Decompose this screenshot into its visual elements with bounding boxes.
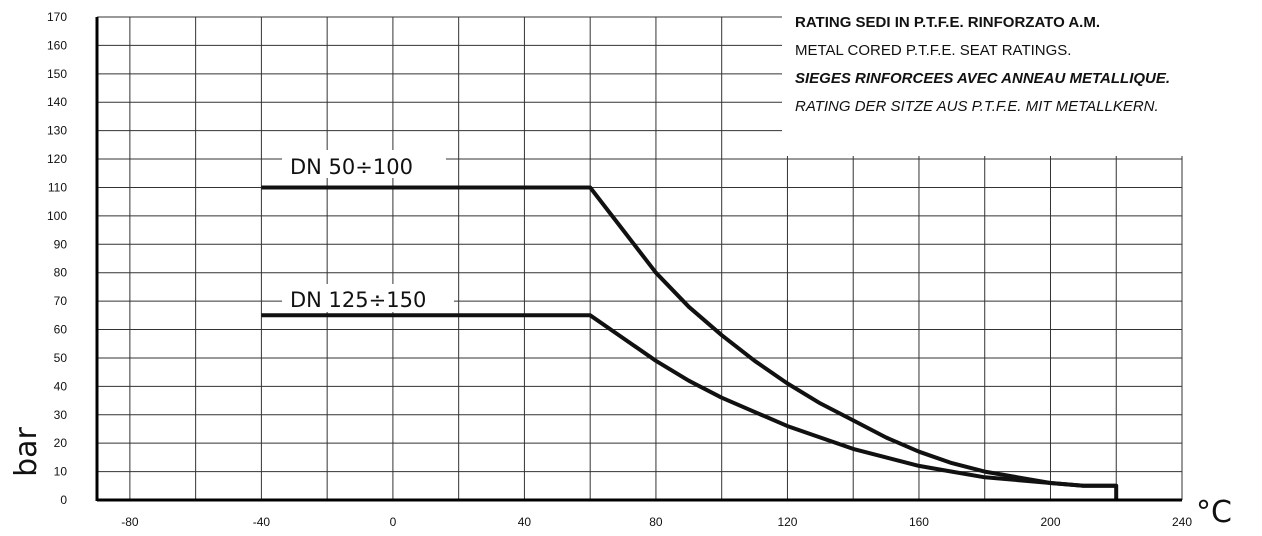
series-line-2 (261, 315, 1116, 486)
y-tick-label: 170 (47, 10, 67, 24)
x-tick-label: 0 (390, 515, 397, 529)
x-tick-label: 200 (1040, 515, 1060, 529)
x-tick-label: -40 (253, 515, 271, 529)
series-lines (261, 188, 1116, 501)
y-tick-label: 120 (47, 152, 67, 166)
x-axis-label: °C (1196, 495, 1232, 530)
title-line-2: METAL CORED P.T.F.E. SEAT RATINGS. (795, 42, 1071, 59)
x-tick-label: 40 (518, 515, 532, 529)
y-tick-label: 140 (47, 95, 67, 109)
series-line-1 (261, 188, 1116, 501)
y-tick-label: 110 (48, 180, 67, 194)
y-tick-label: 50 (54, 351, 68, 365)
y-axis-label: bar (9, 426, 44, 476)
y-tick-label: 40 (54, 379, 68, 393)
y-tick-label: 70 (54, 294, 68, 308)
y-tick-label: 20 (54, 436, 68, 450)
y-tick-label: 80 (54, 266, 68, 280)
series-label-dn-125-150: DN 125÷150 (290, 288, 426, 312)
y-tick-label: 60 (54, 323, 68, 337)
y-tick-label: 0 (60, 493, 67, 507)
x-tick-label: 160 (909, 515, 929, 529)
y-tick-label: 150 (47, 67, 67, 81)
y-tick-label: 100 (47, 209, 67, 223)
title-line-3: SIEGES RINFORCEES AVEC ANNEAU METALLIQUE… (795, 70, 1170, 87)
y-tick-label: 30 (54, 408, 68, 422)
y-tick-label: 90 (54, 237, 68, 251)
y-tick-label: 10 (54, 465, 68, 479)
y-tick-label: 130 (47, 124, 67, 138)
series-label-dn-50-100: DN 50÷100 (290, 155, 413, 179)
x-tick-label: 240 (1172, 515, 1192, 529)
x-tick-label: 120 (777, 515, 797, 529)
x-tick-label: -80 (121, 515, 139, 529)
x-tick-label: 80 (649, 515, 663, 529)
title-line-1: RATING SEDI IN P.T.F.E. RINFORZATO A.M. (795, 14, 1100, 31)
title-line-4: RATING DER SITZE AUS P.T.F.E. MIT METALL… (795, 98, 1159, 115)
y-tick-label: 160 (47, 38, 67, 52)
